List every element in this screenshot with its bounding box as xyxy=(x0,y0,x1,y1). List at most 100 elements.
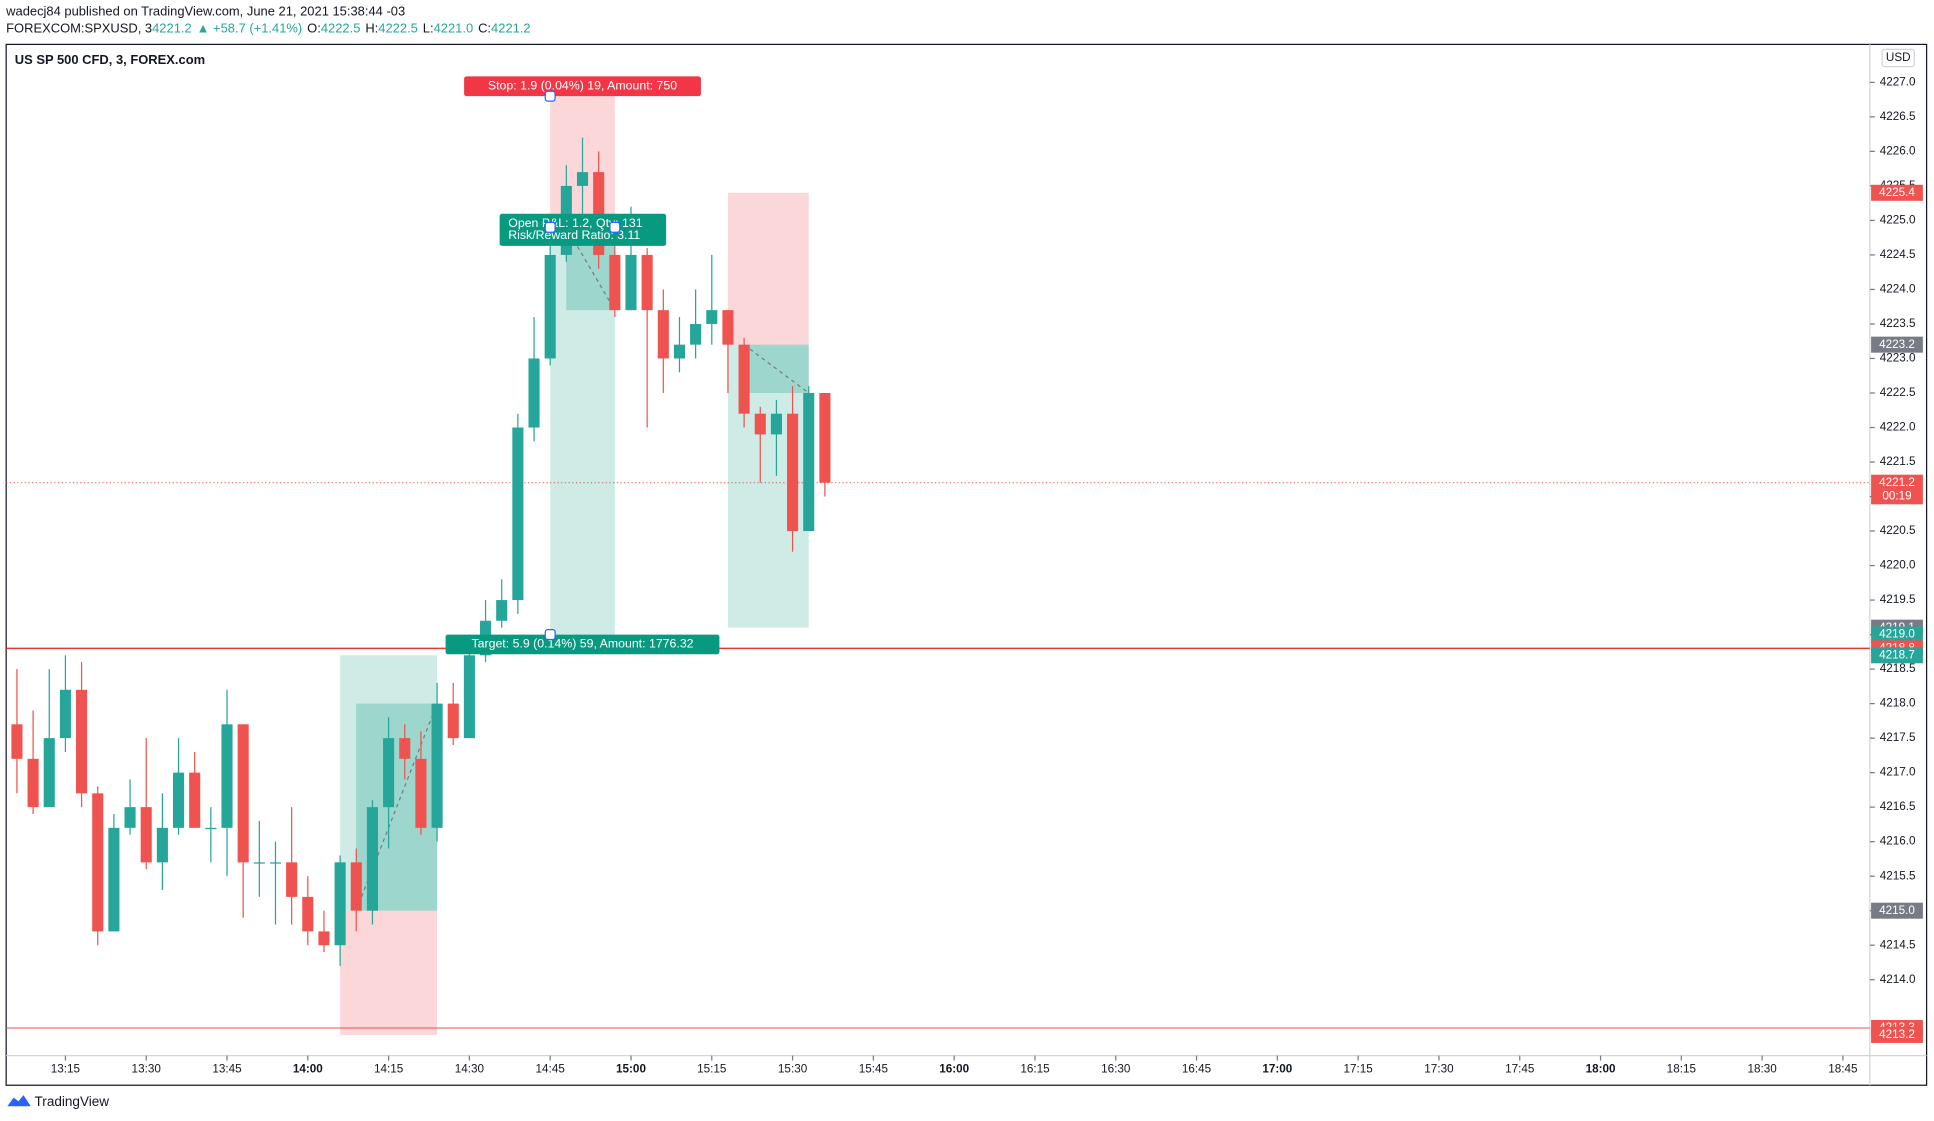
candle-body xyxy=(819,392,831,483)
x-tick-label: 14:45 xyxy=(536,1062,566,1075)
y-tick-label: 4217.0 xyxy=(1880,766,1916,779)
candle-body xyxy=(399,738,411,759)
price-badge-label: 4219.0 xyxy=(1879,628,1915,641)
x-tick-label: 17:45 xyxy=(1505,1062,1535,1075)
drag-handle[interactable] xyxy=(544,90,556,102)
y-tick-label: 4223.5 xyxy=(1880,317,1916,330)
candle-body xyxy=(221,724,233,828)
candle-body xyxy=(156,827,168,863)
x-tick-label: 16:15 xyxy=(1020,1062,1050,1075)
candle-body xyxy=(754,413,766,435)
candle-body xyxy=(528,358,540,428)
candle-body xyxy=(318,931,330,946)
candle-body xyxy=(205,827,217,830)
candle-body xyxy=(657,310,669,359)
y-tick-label: 4225.0 xyxy=(1880,214,1916,227)
candle-body xyxy=(286,862,298,897)
legend-item: 4221.2 xyxy=(152,21,192,36)
plot-area xyxy=(6,96,1870,1035)
target-label: Target: 5.9 (0.14%) 59, Amount: 1776.32 xyxy=(471,637,693,651)
y-tick-label: 4226.0 xyxy=(1880,144,1916,157)
price-badge-label: 4223.2 xyxy=(1879,338,1915,351)
candle-body xyxy=(690,323,702,345)
x-tick-label: 13:30 xyxy=(132,1062,162,1075)
y-tick-label: 4222.5 xyxy=(1880,386,1916,399)
legend-item: 4222.5 xyxy=(378,21,418,36)
legend-item: ▲ +58.7 (+1.41%) xyxy=(197,21,303,36)
candle-body xyxy=(334,862,346,946)
y-tick-label: 4215.5 xyxy=(1880,869,1916,882)
drag-handle[interactable] xyxy=(544,221,556,233)
candle-body xyxy=(27,758,39,808)
y-tick-label: 4216.0 xyxy=(1880,835,1916,848)
chart-title: US SP 500 CFD, 3, FOREX.com xyxy=(15,52,205,67)
candle-body xyxy=(92,793,104,932)
stop-zone xyxy=(727,192,809,345)
candle-body xyxy=(641,254,653,311)
candle-body xyxy=(383,738,395,808)
candle-body xyxy=(431,703,443,828)
byline: wadecj84 published on TradingView.com, J… xyxy=(5,4,405,19)
y-tick-label: 4224.5 xyxy=(1880,248,1916,261)
legend-item: FOREXCOM:SPXUSD, 3 xyxy=(6,21,152,36)
stop-label-box xyxy=(464,76,701,97)
candle-body xyxy=(625,254,637,311)
price-badge-sublabel: 00:19 xyxy=(1882,489,1911,502)
y-tick-label: 4222.0 xyxy=(1880,421,1916,434)
candle-body xyxy=(512,427,524,601)
candle-body xyxy=(350,862,362,911)
y-tick-label: 4220.0 xyxy=(1880,559,1916,572)
y-tick-label: 4219.5 xyxy=(1880,593,1916,606)
info-label: Open P&L: 1.2, Qty: 131 xyxy=(508,216,642,230)
candle-body xyxy=(770,413,782,435)
candle-body xyxy=(11,724,23,759)
candle-body xyxy=(415,758,427,828)
candle-body xyxy=(609,254,621,311)
brand-logo xyxy=(7,1095,31,1107)
legend-item: O: xyxy=(307,21,321,36)
candle-body xyxy=(447,703,459,739)
x-tick-label: 17:30 xyxy=(1424,1062,1454,1075)
stop-label: Stop: 1.9 (0.04%) 19, Amount: 750 xyxy=(488,79,677,93)
currency-box[interactable] xyxy=(1881,48,1915,68)
price-badge xyxy=(1871,1026,1923,1043)
target-zone xyxy=(550,227,615,635)
price-badge xyxy=(1871,184,1923,201)
legend-item: 4222.5 xyxy=(321,21,361,36)
x-tick-label: 16:00 xyxy=(939,1062,969,1075)
price-badge-label: 4225.4 xyxy=(1879,186,1915,199)
x-tick-label: 15:30 xyxy=(778,1062,808,1075)
price-badge xyxy=(1871,474,1923,505)
price-badge xyxy=(1871,647,1923,664)
price-badge xyxy=(1871,626,1923,643)
y-tick-label: 4214.5 xyxy=(1880,938,1916,951)
drag-handle[interactable] xyxy=(544,629,556,641)
candle-body xyxy=(706,310,718,324)
currency: USD xyxy=(1886,51,1911,64)
x-tick-label: 16:45 xyxy=(1182,1062,1212,1075)
chart-frame xyxy=(5,43,1928,1086)
x-tick-label: 18:45 xyxy=(1828,1062,1858,1075)
y-tick-label: 4226.5 xyxy=(1880,110,1916,123)
drag-handle[interactable] xyxy=(609,221,621,233)
price-badge xyxy=(1871,902,1923,919)
candle-body xyxy=(738,344,750,414)
x-tick-label: 18:15 xyxy=(1667,1062,1697,1075)
y-tick-label: 4227.0 xyxy=(1880,75,1916,88)
x-tick-label: 14:15 xyxy=(374,1062,404,1075)
pnl-path xyxy=(743,344,810,394)
y-tick-label: 4220.5 xyxy=(1880,524,1916,537)
x-tick-label: 16:30 xyxy=(1101,1062,1131,1075)
x-tick-label: 13:45 xyxy=(212,1062,242,1075)
x-tick-label: 17:15 xyxy=(1344,1062,1374,1075)
candle-body xyxy=(463,655,475,739)
x-tick-label: 18:00 xyxy=(1586,1062,1616,1075)
candle-body xyxy=(237,724,249,863)
price-badge-label: 4213.2 xyxy=(1879,1028,1915,1041)
price-badge-label: 4218.7 xyxy=(1879,648,1915,661)
candle-body xyxy=(59,689,71,739)
candle-body xyxy=(803,392,815,532)
candle-body xyxy=(593,172,605,255)
x-tick-label: 18:30 xyxy=(1747,1062,1777,1075)
candle-body xyxy=(366,807,378,911)
